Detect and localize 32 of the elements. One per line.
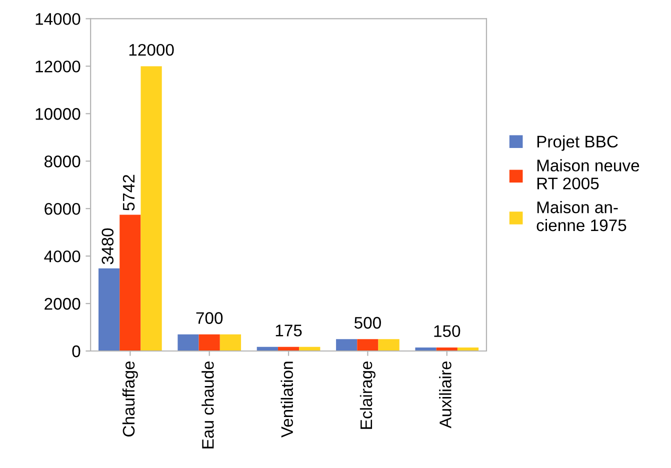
bar (198, 334, 220, 351)
y-tick-label: 6000 (44, 202, 80, 215)
bar (357, 339, 378, 351)
y-tick-label: 2000 (44, 298, 80, 310)
y-tick-label: 12000 (36, 60, 80, 72)
bar (120, 214, 141, 351)
data-label: 175 (276, 324, 302, 336)
data-label: 12000 (129, 44, 174, 56)
x-tick-label: Auxiliaire (439, 361, 452, 428)
data-label: 700 (196, 312, 223, 324)
x-tick-label: Eclairage (360, 361, 376, 429)
legend-label: Maison an- cienne 1975 (536, 201, 626, 232)
bar (378, 339, 400, 351)
legend-label: Projet BBC (537, 135, 618, 151)
x-tick-label: Ventilation (280, 362, 294, 438)
y-tick-label: 8000 (44, 156, 80, 168)
y-tick-label: 14000 (36, 13, 80, 25)
y-tick-label: 0 (72, 345, 80, 358)
legend-label: Maison neuve RT 2005 (537, 159, 640, 190)
data-label: 3480 (102, 228, 114, 264)
bar (336, 339, 358, 351)
data-label: 150 (434, 325, 460, 338)
data-label: 5742 (122, 174, 135, 210)
bar (98, 268, 120, 351)
data-label: 500 (354, 316, 381, 329)
y-tick-label: 4000 (44, 250, 80, 262)
bar (140, 66, 162, 351)
bar (220, 334, 242, 351)
bar (178, 334, 199, 351)
y-tick-label: 10000 (36, 108, 80, 120)
x-tick-label: Eau chaude (202, 361, 214, 448)
x-tick-label: Chauffage (122, 361, 138, 436)
